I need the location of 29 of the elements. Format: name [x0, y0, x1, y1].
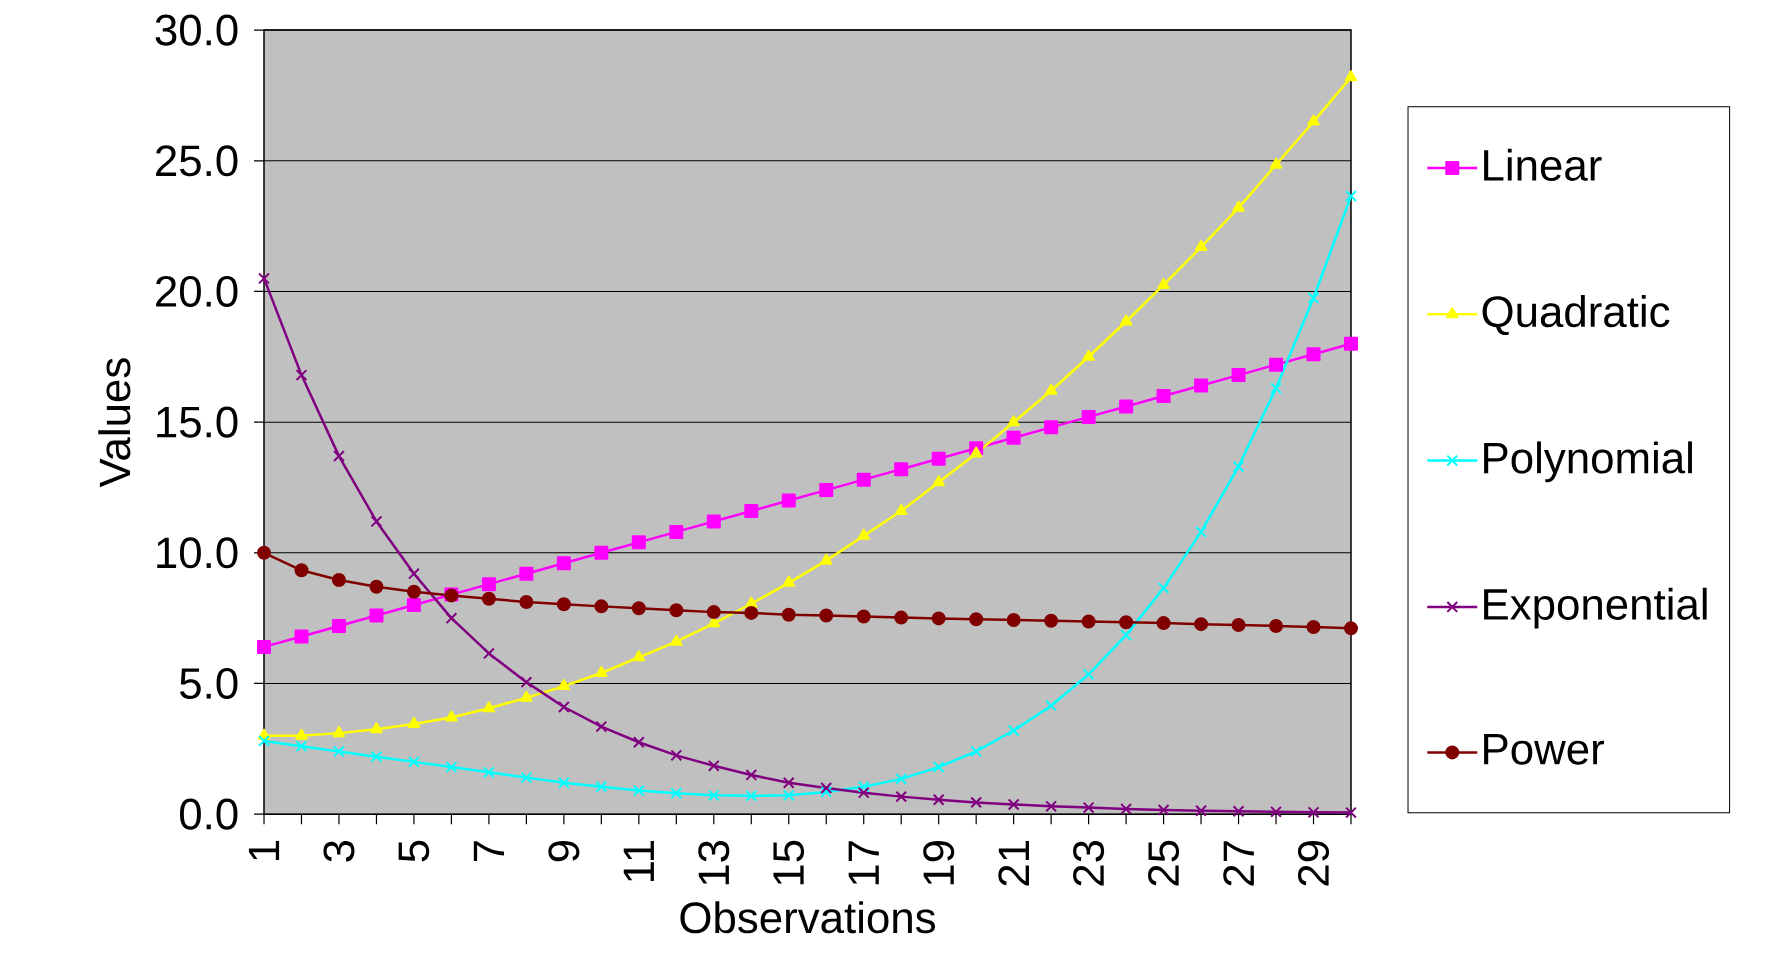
y-tick-label: 25.0	[156, 145, 238, 177]
y-tick-label: 10.0	[157, 537, 238, 569]
x-tick-label: 23	[1073, 840, 1105, 886]
x-tick-label: 29	[1297, 840, 1330, 886]
x-axis-title: Observations	[680, 901, 936, 934]
x-tick-label: 17	[848, 841, 879, 885]
x-tick-label: 3	[323, 840, 355, 862]
y-tick-label: 5.0	[180, 667, 238, 699]
x-tick-label: 1	[248, 841, 280, 860]
x-tick-label: 13	[698, 840, 730, 885]
x-tick-label: 9	[548, 840, 580, 862]
x-tick-label: 5	[398, 840, 430, 862]
y-tick-label: 0.0	[179, 798, 238, 830]
legend-label: Quadratic	[1482, 295, 1670, 336]
y-axis-title: Values	[98, 358, 131, 488]
x-tick-label: 7	[473, 841, 504, 862]
legend-label: Polynomial	[1484, 441, 1692, 483]
x-tick-label: 11	[623, 841, 654, 882]
y-tick-label: 30.0	[155, 14, 238, 46]
x-tick-label: 25	[1148, 840, 1180, 886]
legend-label: Linear	[1484, 148, 1602, 181]
legend-label: Power	[1484, 734, 1605, 765]
x-tick-label: 21	[998, 841, 1029, 886]
y-tick-label: 15.0	[157, 406, 238, 438]
x-tick-label: 19	[923, 840, 955, 885]
x-tick-label: 15	[773, 840, 805, 885]
x-tick-label: 27	[1223, 841, 1254, 886]
legend-label: Exponential	[1484, 587, 1707, 629]
y-tick-label: 20.0	[156, 275, 238, 307]
